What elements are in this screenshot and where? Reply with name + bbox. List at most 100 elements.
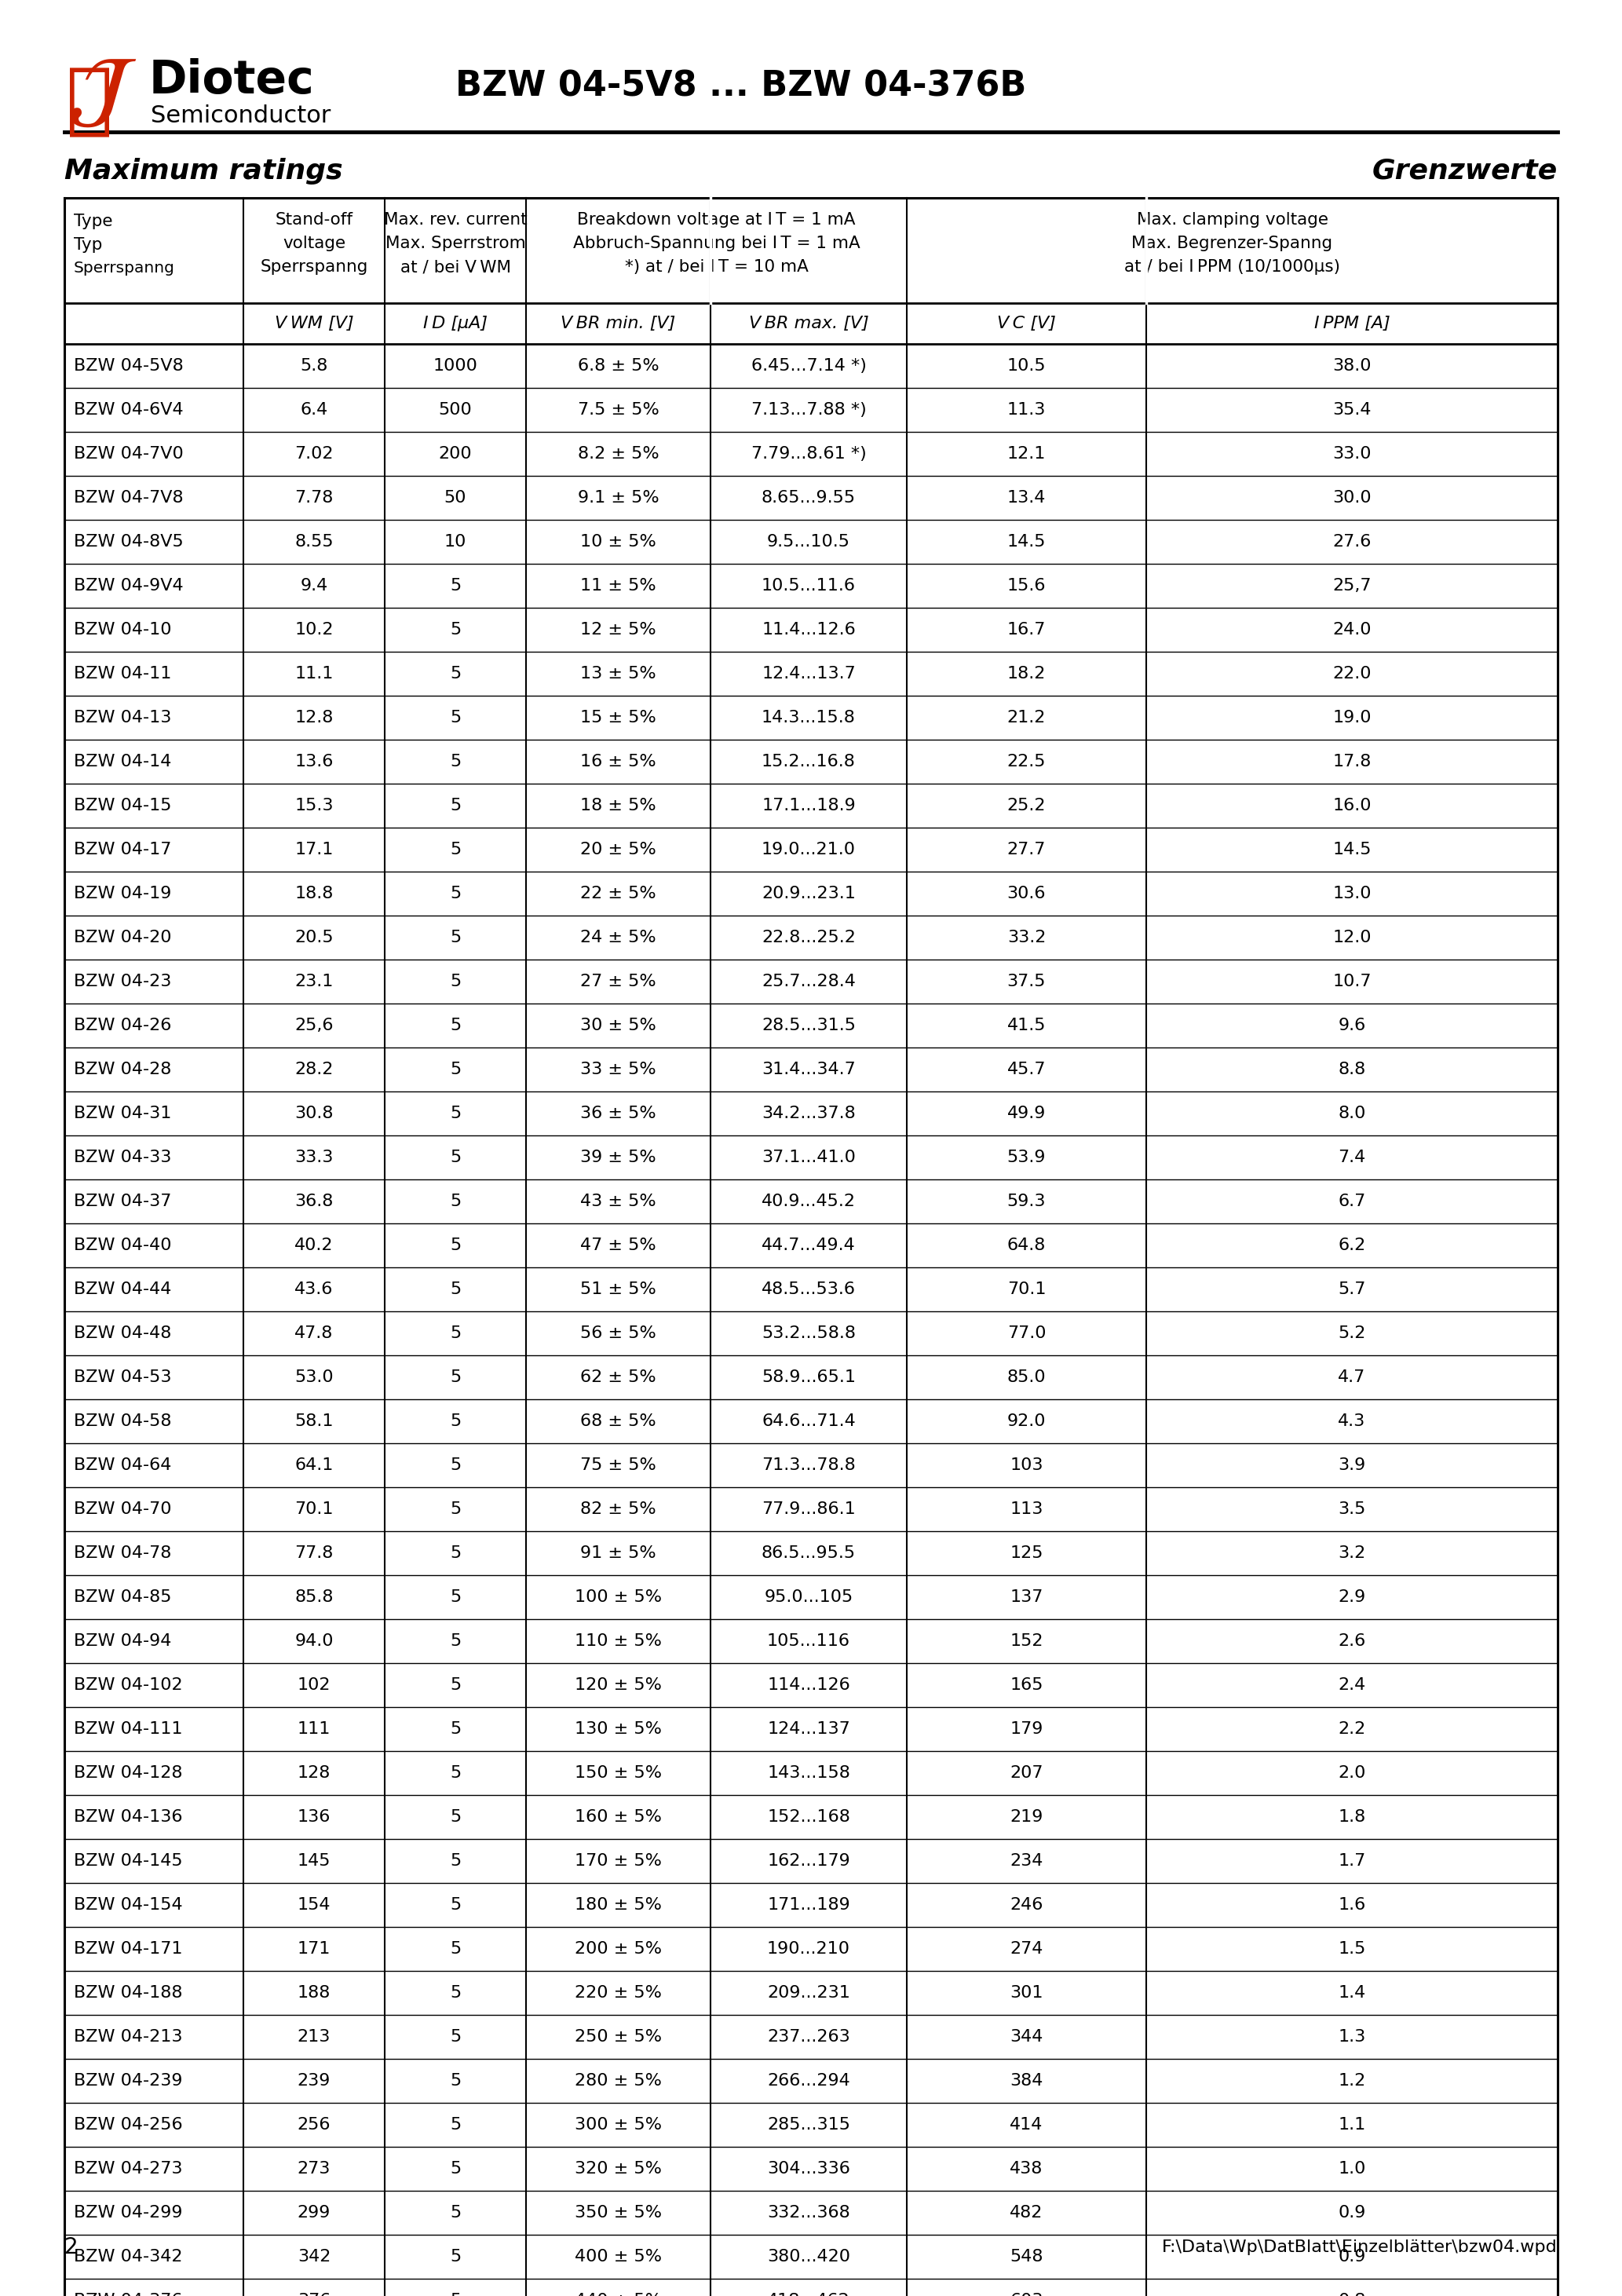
Text: Type: Type — [73, 214, 112, 230]
Text: 10: 10 — [444, 535, 467, 549]
Text: BZW 04-342: BZW 04-342 — [73, 2248, 183, 2264]
Text: 6.4: 6.4 — [300, 402, 328, 418]
Text: 603: 603 — [1011, 2294, 1043, 2296]
Text: BZW 04-53: BZW 04-53 — [73, 1368, 172, 1384]
Text: 17.1: 17.1 — [295, 843, 334, 856]
Text: BZW 04-28: BZW 04-28 — [73, 1061, 172, 1077]
Text: 11.4...12.6: 11.4...12.6 — [762, 622, 856, 638]
Text: 6.45...7.14 *): 6.45...7.14 *) — [751, 358, 866, 374]
Text: 22 ± 5%: 22 ± 5% — [581, 886, 657, 902]
Text: 4.7: 4.7 — [1338, 1368, 1366, 1384]
Text: 5: 5 — [449, 2073, 461, 2089]
Text: 103: 103 — [1011, 1458, 1043, 1474]
Text: 10.7: 10.7 — [1333, 974, 1371, 990]
Text: BZW 04-19: BZW 04-19 — [73, 886, 172, 902]
Text: 438: 438 — [1011, 2161, 1043, 2177]
Text: 53.2...58.8: 53.2...58.8 — [762, 1325, 856, 1341]
Text: 18 ± 5%: 18 ± 5% — [581, 797, 657, 813]
Text: 5: 5 — [449, 1766, 461, 1782]
Text: 165: 165 — [1011, 1678, 1043, 1692]
Text: 2: 2 — [65, 2236, 78, 2259]
Text: BZW 04-5V8 ... BZW 04-376B: BZW 04-5V8 ... BZW 04-376B — [456, 69, 1027, 103]
Text: 9.5...10.5: 9.5...10.5 — [767, 535, 850, 549]
Text: 219: 219 — [1011, 1809, 1043, 1825]
Text: 70.1: 70.1 — [1007, 1281, 1046, 1297]
Text: Typ: Typ — [73, 236, 102, 253]
Text: 150 ± 5%: 150 ± 5% — [574, 1766, 662, 1782]
Text: 5: 5 — [449, 930, 461, 946]
Text: BZW 04-7V0: BZW 04-7V0 — [73, 445, 183, 461]
Text: 77.0: 77.0 — [1007, 1325, 1046, 1341]
Text: BZW 04-145: BZW 04-145 — [73, 1853, 183, 1869]
Text: BZW 04-256: BZW 04-256 — [73, 2117, 183, 2133]
Text: 5: 5 — [449, 1853, 461, 1869]
Text: BZW 04-37: BZW 04-37 — [73, 1194, 172, 1210]
Text: 5: 5 — [449, 1632, 461, 1649]
Text: BZW 04-6V4: BZW 04-6V4 — [73, 402, 183, 418]
Text: 27.6: 27.6 — [1333, 535, 1371, 549]
Text: 304...336: 304...336 — [767, 2161, 850, 2177]
Text: 400 ± 5%: 400 ± 5% — [574, 2248, 662, 2264]
Text: 1000: 1000 — [433, 358, 478, 374]
Text: at / bei I PPM (10/1000μs): at / bei I PPM (10/1000μs) — [1124, 259, 1340, 276]
Text: 237...263: 237...263 — [767, 2030, 850, 2046]
Text: 5: 5 — [449, 666, 461, 682]
Text: 120 ± 5%: 120 ± 5% — [574, 1678, 662, 1692]
Text: 94.0: 94.0 — [295, 1632, 334, 1649]
Text: BZW 04-13: BZW 04-13 — [73, 709, 172, 726]
Text: 5: 5 — [449, 2117, 461, 2133]
Text: 500: 500 — [438, 402, 472, 418]
Text: BZW 04-10: BZW 04-10 — [73, 622, 172, 638]
Text: 5: 5 — [449, 797, 461, 813]
Text: V C [V]: V C [V] — [998, 315, 1056, 331]
Text: 1.0: 1.0 — [1338, 2161, 1366, 2177]
Text: 5: 5 — [449, 1325, 461, 1341]
Text: 75 ± 5%: 75 ± 5% — [581, 1458, 657, 1474]
Text: 162...179: 162...179 — [767, 1853, 850, 1869]
Text: 30.8: 30.8 — [295, 1107, 334, 1120]
Text: 440 ± 5%: 440 ± 5% — [574, 2294, 662, 2296]
Text: Maximum ratings: Maximum ratings — [65, 158, 342, 184]
Text: 1.4: 1.4 — [1338, 1986, 1366, 2000]
Text: 332...368: 332...368 — [767, 2204, 850, 2220]
Text: 21.2: 21.2 — [1007, 709, 1046, 726]
Text: 5.2: 5.2 — [1338, 1325, 1366, 1341]
Text: 2.4: 2.4 — [1338, 1678, 1366, 1692]
Text: 5: 5 — [449, 1986, 461, 2000]
Text: 285...315: 285...315 — [767, 2117, 850, 2133]
Text: 64.8: 64.8 — [1007, 1238, 1046, 1254]
Text: BZW 04-31: BZW 04-31 — [73, 1107, 172, 1120]
Text: 34.2...37.8: 34.2...37.8 — [762, 1107, 856, 1120]
Text: V BR min. [V]: V BR min. [V] — [561, 315, 676, 331]
Text: 136: 136 — [297, 1809, 331, 1825]
Text: 376: 376 — [297, 2294, 331, 2296]
Text: 35.4: 35.4 — [1333, 402, 1371, 418]
Text: 482: 482 — [1011, 2204, 1043, 2220]
Text: 418...462: 418...462 — [767, 2294, 850, 2296]
Text: 15.2...16.8: 15.2...16.8 — [762, 753, 856, 769]
Text: BZW 04-64: BZW 04-64 — [73, 1458, 172, 1474]
Text: 25.7...28.4: 25.7...28.4 — [762, 974, 856, 990]
Text: 5: 5 — [449, 1589, 461, 1605]
Text: 20.5: 20.5 — [295, 930, 334, 946]
Text: BZW 04-154: BZW 04-154 — [73, 1896, 183, 1913]
Text: 5: 5 — [449, 753, 461, 769]
Text: BZW 04-14: BZW 04-14 — [73, 753, 172, 769]
Text: 18.2: 18.2 — [1007, 666, 1046, 682]
Text: 301: 301 — [1011, 1986, 1043, 2000]
Text: 37.1...41.0: 37.1...41.0 — [762, 1150, 856, 1166]
Text: 145: 145 — [297, 1853, 331, 1869]
Text: 179: 179 — [1011, 1722, 1043, 1736]
Text: 28.5...31.5: 28.5...31.5 — [762, 1017, 856, 1033]
Text: 24.0: 24.0 — [1333, 622, 1371, 638]
Text: BZW 04-33: BZW 04-33 — [73, 1150, 172, 1166]
Text: 180 ± 5%: 180 ± 5% — [574, 1896, 662, 1913]
Text: 70.1: 70.1 — [295, 1502, 334, 1518]
Text: 44.7...49.4: 44.7...49.4 — [762, 1238, 856, 1254]
Text: 40.9...45.2: 40.9...45.2 — [762, 1194, 856, 1210]
Text: 13.6: 13.6 — [295, 753, 334, 769]
Text: 239: 239 — [297, 2073, 331, 2089]
Text: 213: 213 — [297, 2030, 331, 2046]
Text: 414: 414 — [1011, 2117, 1043, 2133]
Text: 13.0: 13.0 — [1333, 886, 1371, 902]
